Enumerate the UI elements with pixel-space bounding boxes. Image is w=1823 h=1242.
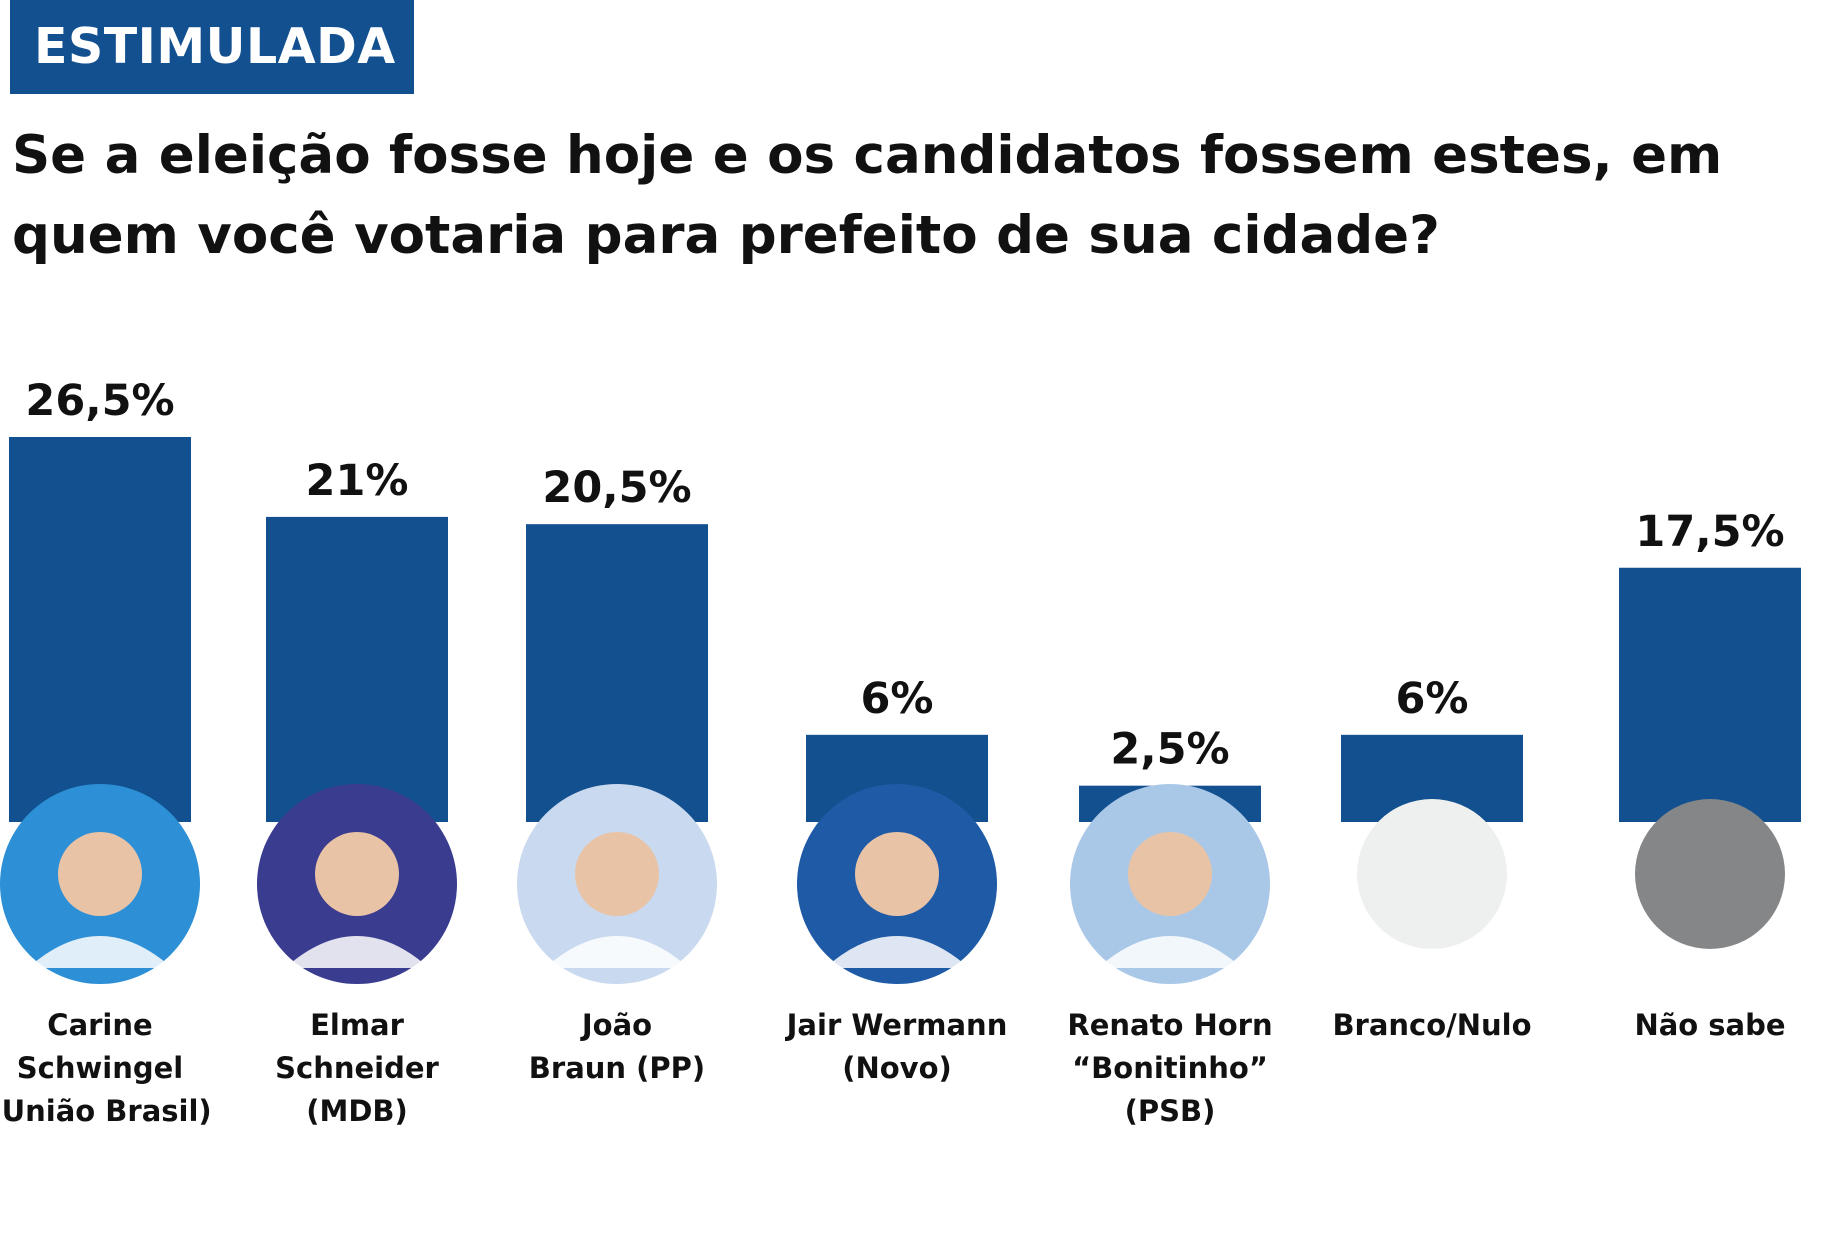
value-label: 6%: [1395, 674, 1468, 724]
category-label: (PSB): [1125, 1094, 1216, 1128]
category-group: 20,5% João Braun (PP): [517, 463, 717, 1085]
avatar-face-icon: [575, 832, 659, 916]
category-label: “Bonitinho”: [1072, 1051, 1268, 1085]
category-label: Schwingel: [17, 1051, 183, 1085]
category-label: (MDB): [306, 1094, 408, 1128]
branco-nulo-circle: [1357, 799, 1507, 949]
category-group: 17,5% Não sabe: [1619, 507, 1801, 1042]
value-label: 20,5%: [542, 463, 691, 513]
avatar-shoulders-icon: [28, 936, 172, 968]
category-group: 2,5% Renato Horn “Bonitinho” (PSB): [1067, 725, 1272, 1128]
value-label: 26,5%: [25, 376, 174, 426]
value-label: 17,5%: [1635, 507, 1784, 557]
question-title: Se a eleição fosse hoje e os candidatos …: [12, 125, 1723, 266]
avatar-face-icon: [315, 832, 399, 916]
bar: [1619, 567, 1801, 822]
category-group: 21% Elmar Schneider (MDB): [257, 456, 457, 1128]
category-label: Jair Wermann: [785, 1008, 1008, 1042]
category-label: Não sabe: [1634, 1008, 1785, 1042]
avatar-face-icon: [1128, 832, 1212, 916]
bar: [9, 437, 191, 822]
category-label: (Novo): [842, 1051, 952, 1085]
avatar-shoulders-icon: [545, 936, 689, 968]
category-label: Braun (PP): [529, 1051, 705, 1085]
avatar-face-icon: [58, 832, 142, 916]
category-group: 26,5% Carine Schwingel (União Brasil): [0, 376, 212, 1128]
category-label: Schneider: [275, 1051, 439, 1085]
category-label: Branco/Nulo: [1332, 1008, 1531, 1042]
category-label: Carine: [47, 1008, 152, 1042]
avatar-face-icon: [855, 832, 939, 916]
estimulada-badge: ESTIMULADA: [10, 0, 414, 94]
avatar-shoulders-icon: [825, 936, 969, 968]
value-label: 6%: [860, 674, 933, 724]
category-group: 6% Branco/Nulo: [1332, 674, 1531, 1042]
category-group: 6% Jair Wermann (Novo): [785, 674, 1008, 1085]
category-label: (União Brasil): [0, 1094, 212, 1128]
bar: [266, 516, 448, 822]
category-label: Elmar: [310, 1008, 405, 1042]
bar: [526, 524, 708, 822]
avatar-shoulders-icon: [285, 936, 429, 968]
category-label: João: [580, 1008, 652, 1042]
avatar-shoulders-icon: [1098, 936, 1242, 968]
value-label: 2,5%: [1110, 725, 1229, 775]
nao-sabe-circle: [1635, 799, 1785, 949]
value-label: 21%: [306, 456, 409, 506]
category-label: Renato Horn: [1067, 1008, 1272, 1042]
